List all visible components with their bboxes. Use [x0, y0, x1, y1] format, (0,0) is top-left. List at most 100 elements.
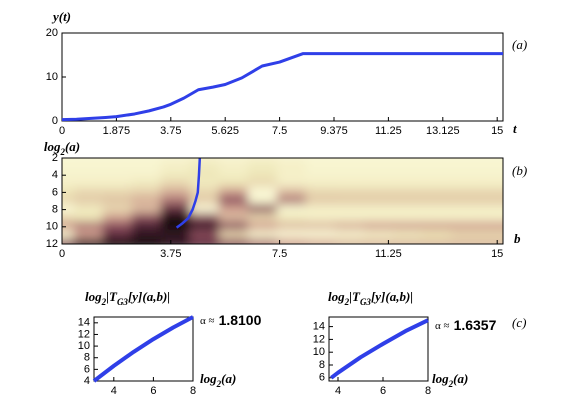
- heatmap-cell: [479, 170, 503, 181]
- data-line: [92, 315, 194, 383]
- x-tick-label: 6: [150, 385, 156, 397]
- heatmap-cell: [450, 158, 503, 164]
- x-axis-label-part: 2: [216, 379, 222, 389]
- x-axis-label-part: log: [432, 371, 449, 386]
- y-tick-label: 12: [46, 238, 58, 250]
- heatmap-cell: [479, 187, 503, 198]
- panel-title-part: 2: [344, 297, 350, 307]
- plot-frame: [61, 157, 504, 245]
- x-axis-label: t: [513, 121, 517, 136]
- heatmap-cell: [450, 161, 503, 172]
- y-tick-label: 8: [52, 204, 58, 216]
- heatmap-cell: [450, 195, 503, 207]
- y-tick-label: 12: [78, 328, 90, 340]
- heatmap-cell: [450, 187, 503, 198]
- panel-title-part: log: [85, 289, 102, 304]
- heatmap-cell: [450, 170, 503, 181]
- heatmap-cell: [479, 221, 503, 232]
- x-tick-label: 11.25: [375, 248, 402, 260]
- annotation: α ≈ 1.6357: [435, 317, 497, 333]
- plot-frame: [61, 32, 504, 122]
- panel-title-part: G3: [117, 297, 128, 307]
- y-tick-label: 8: [319, 359, 325, 371]
- panel-title: log2|TG3[y](a,b)|: [328, 289, 413, 307]
- y-tick-label: 4: [52, 169, 58, 181]
- y-tick-label: 8: [84, 352, 90, 364]
- x-tick-label: 7.5: [272, 125, 287, 137]
- x-axis-label-part: log: [200, 371, 217, 386]
- y-axis-label: log2(a): [44, 139, 80, 157]
- panel-title-part: [y](a,b)|: [128, 289, 170, 304]
- y-tick-label: 6: [84, 363, 90, 375]
- y-axis-label-part: log: [44, 139, 61, 154]
- panel-title-part: 2: [101, 297, 107, 307]
- x-tick-label: 6: [380, 385, 386, 397]
- panel-title-part: |T: [106, 289, 118, 304]
- annotation-value: 1.6357: [454, 317, 497, 333]
- x-axis-label-part: (a): [453, 371, 468, 386]
- x-tick-label: 4: [111, 385, 117, 397]
- x-tick-label: 8: [190, 385, 196, 397]
- annotation-symbol: α ≈: [200, 315, 215, 327]
- x-axis-label: b: [514, 231, 521, 246]
- y-tick-label: 4: [84, 375, 90, 387]
- y-tick-label: 2: [52, 152, 58, 164]
- x-tick-label: 7.5: [272, 248, 287, 260]
- y-tick-label: 14: [313, 321, 325, 333]
- heatmap-cell: [450, 178, 503, 189]
- x-tick-label: 1.875: [103, 125, 131, 137]
- x-tick-label: 4: [335, 385, 341, 397]
- heatmap-cell: [479, 238, 503, 244]
- y-tick-label: 6: [319, 372, 325, 384]
- heatmap-cell: [450, 213, 503, 224]
- y-tick-label: 14: [78, 317, 90, 329]
- x-axis-label: log2(a): [432, 371, 468, 389]
- heatmap-cell: [450, 221, 503, 232]
- y-tick-label: 6: [52, 186, 58, 198]
- annotation-value: 1.8100: [219, 312, 262, 328]
- data-line: [330, 318, 429, 380]
- heatmap-cell: [450, 204, 503, 215]
- y-axis-label-part: y(t): [51, 9, 71, 24]
- x-tick-label: 13.125: [426, 125, 460, 137]
- panel-title: log2|TG3[y](a,b)|: [85, 289, 170, 307]
- x-tick-label: 3.75: [160, 248, 181, 260]
- panel-title-part: |T: [349, 289, 361, 304]
- heatmap-cell: [450, 238, 503, 244]
- x-tick-label: 8: [425, 385, 431, 397]
- plot-frame: [328, 316, 429, 382]
- x-tick-label: 11.25: [375, 125, 402, 137]
- heatmap-cell: [479, 213, 503, 224]
- x-axis-label-part: (a): [221, 371, 236, 386]
- x-axis-label: log2(a): [200, 371, 236, 389]
- heatmap-cell: [479, 158, 503, 164]
- x-tick-label: 3.75: [160, 125, 181, 137]
- annotation-symbol: α ≈: [435, 320, 450, 332]
- panel-label: (c): [512, 315, 526, 330]
- ridge-line: [175, 158, 202, 229]
- panel-title-part: log: [328, 289, 345, 304]
- data-line: [61, 52, 503, 122]
- x-tick-label: 9.375: [320, 125, 348, 137]
- x-tick-label: 15: [491, 248, 503, 260]
- y-axis-label-part: 2: [59, 147, 65, 157]
- y-tick-label: 10: [78, 340, 90, 352]
- heatmap-cell: [479, 178, 503, 189]
- heatmap-cell: [479, 230, 503, 241]
- x-tick-label: 0: [59, 125, 65, 137]
- y-tick-label: 10: [46, 221, 58, 233]
- heatmap-cell: [479, 195, 503, 207]
- heatmap-cell: [450, 230, 503, 241]
- heatmap: [62, 158, 503, 244]
- x-axis-label-part: b: [514, 231, 521, 246]
- x-tick-label: 5.625: [211, 125, 239, 137]
- y-tick-label: 0: [52, 115, 58, 127]
- y-axis-label-part: (a): [65, 139, 80, 154]
- y-tick-label: 20: [46, 27, 58, 39]
- plot-frame: [93, 316, 194, 382]
- annotation: α ≈ 1.8100: [200, 312, 262, 328]
- panel-label: (a): [512, 37, 527, 52]
- heatmap-cell: [479, 204, 503, 215]
- panel-title-part: G3: [360, 297, 371, 307]
